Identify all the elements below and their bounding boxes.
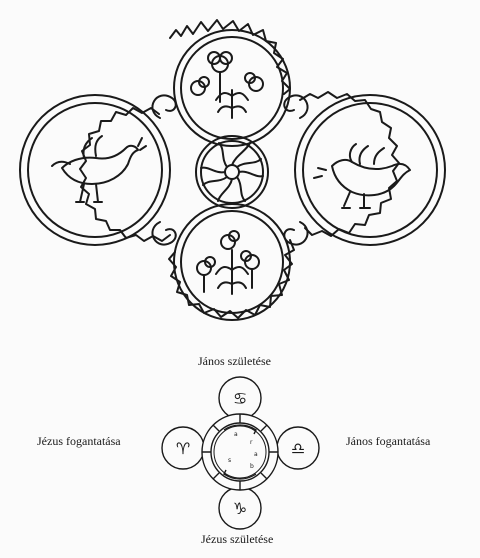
bird-icon: [313, 143, 411, 209]
label-bottom: Jézus születése: [201, 532, 274, 546]
svg-text:a: a: [234, 431, 238, 438]
svg-text:b: b: [250, 463, 254, 470]
aries-symbol-icon: ♈: [176, 439, 190, 458]
capricorn-symbol-icon: ♑: [233, 499, 247, 518]
label-right: János fogantatása: [346, 434, 431, 448]
label-top: János születése: [198, 354, 271, 368]
label-left: Jézus fogantatása: [37, 434, 121, 448]
svg-text:a: a: [254, 451, 258, 458]
flower-icon: [190, 51, 264, 119]
svg-text:r: r: [250, 439, 253, 446]
quatrefoil-ornament: [19, 19, 446, 321]
lobe-right: [294, 94, 446, 246]
svg-text:s: s: [228, 457, 231, 464]
cancer-symbol-icon: ♋: [233, 389, 247, 408]
flower-icon: [196, 230, 260, 295]
lobe-top: [173, 29, 291, 147]
rosette-icon: [195, 135, 269, 209]
libra-symbol-icon: ♎: [291, 439, 305, 458]
bird-icon: [51, 135, 147, 203]
lobe-left: [19, 94, 171, 246]
